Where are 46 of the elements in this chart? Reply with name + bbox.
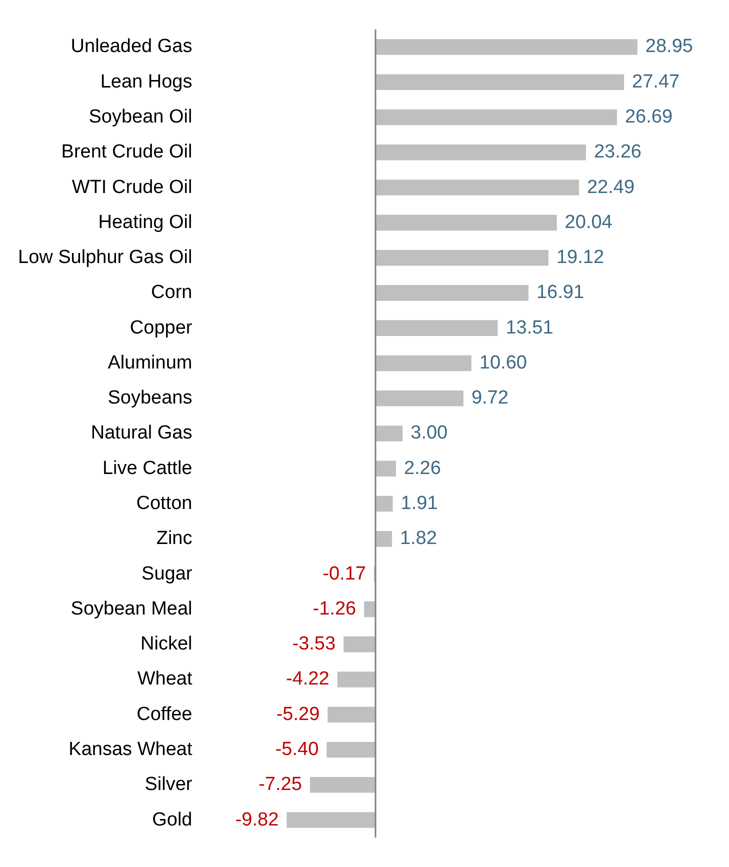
- y-tick-label: Aluminum: [108, 352, 192, 374]
- data-label: 10.60: [479, 352, 527, 374]
- y-tick-label: Kansas Wheat: [68, 738, 193, 760]
- y-tick-label: Heating Oil: [98, 212, 192, 233]
- data-label: -4.22: [286, 668, 330, 690]
- data-label: 28.95: [645, 36, 693, 58]
- data-label: 3.00: [410, 422, 448, 444]
- y-tick-label: Brent Crude Oil: [61, 142, 192, 163]
- data-label: 13.51: [506, 317, 554, 338]
- y-tick-label: Zinc: [156, 528, 192, 550]
- y-tick-label: Copper: [130, 317, 193, 338]
- data-label: 9.72: [471, 388, 508, 409]
- y-tick-label: Live Cattle: [102, 458, 192, 479]
- data-label: 16.91: [536, 282, 584, 304]
- y-tick-label: Natural Gas: [90, 422, 192, 444]
- data-label: 26.69: [624, 106, 673, 128]
- data-label: 20.04: [564, 212, 613, 233]
- data-label: -9.82: [235, 809, 279, 830]
- data-label: 19.12: [556, 247, 604, 268]
- y-tick-label: WTI Crude Oil: [72, 176, 192, 198]
- data-label: 1.91: [400, 493, 438, 514]
- y-tick-label: Silver: [144, 774, 193, 796]
- data-label: 2.26: [404, 458, 441, 479]
- y-tick-label: Sugar: [142, 563, 193, 584]
- data-label: -5.29: [276, 704, 320, 725]
- y-tick-label: Wheat: [137, 668, 193, 690]
- y-tick-label: Nickel: [140, 634, 192, 655]
- data-label: -3.53: [292, 634, 336, 655]
- data-label: -1.26: [312, 598, 356, 620]
- data-label: 23.26: [594, 142, 642, 163]
- data-label: -0.17: [322, 563, 366, 584]
- y-tick-label: Soybean Meal: [70, 598, 192, 620]
- y-tick-label: Gold: [152, 809, 192, 830]
- data-label: 1.82: [400, 528, 437, 550]
- y-tick-label: Soybean Oil: [88, 106, 192, 128]
- data-label: -7.25: [258, 774, 302, 796]
- y-tick-label: Cotton: [136, 493, 192, 514]
- data-label: -5.40: [275, 738, 319, 760]
- y-tick-label: Corn: [151, 282, 192, 304]
- data-label: 22.49: [586, 176, 635, 198]
- y-tick-label: Soybeans: [108, 388, 192, 409]
- y-tick-label: Coffee: [136, 704, 192, 725]
- y-tick-label: Low Sulphur Gas Oil: [18, 247, 192, 268]
- y-tick-label: Unleaded Gas: [70, 36, 192, 58]
- data-label: 27.47: [632, 71, 680, 92]
- y-tick-label: Lean Hogs: [100, 71, 192, 92]
